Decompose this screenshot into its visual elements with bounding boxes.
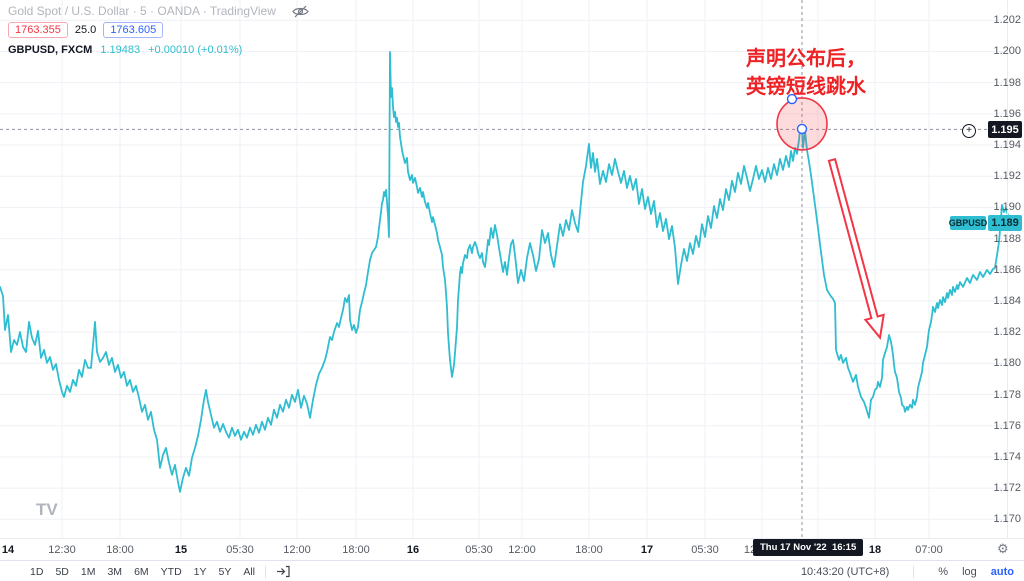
range-5Y-button[interactable]: 5Y [218, 565, 232, 578]
ask-price-box: 1763.605 [103, 22, 164, 38]
price-axis-label: 1.182 [993, 326, 1021, 339]
symbol-price-tag[interactable]: GBPUSD [948, 216, 988, 230]
price-axis-label: 1.190 [993, 201, 1021, 214]
range-1Y-button[interactable]: 1Y [193, 565, 207, 578]
time-axis-label: 05:30 [226, 544, 254, 556]
series-price: 1.19483 [100, 44, 141, 56]
add-alert-plus-icon[interactable]: + [962, 124, 976, 138]
time-axis-label: 14 [1, 544, 15, 556]
toolbar-divider [265, 565, 267, 578]
bottom-toolbar: 1D 5D 1M 3M 6M YTD 1Y 5Y All 10:43:20 (UTC+8) % … [0, 560, 1024, 581]
price-axis-label: 1.188 [993, 232, 1021, 245]
range-5D-button[interactable]: 5D [55, 565, 69, 578]
annotation-line-2: 英镑短线跳水 [746, 74, 866, 98]
eye-hidden-icon[interactable] [292, 5, 309, 18]
toolbar-divider [913, 565, 915, 578]
time-axis-label: 12:00 [508, 544, 536, 556]
price-axis-label: 1.172 [993, 482, 1021, 495]
price-axis-label: 1.198 [993, 76, 1021, 89]
auto-scale-button[interactable]: auto [990, 565, 1014, 578]
time-axis-label: 17 [640, 544, 654, 556]
time-axis[interactable]: 14 12:30 18:00 15 05:30 12:00 18:00 16 05:30 12:0… [0, 538, 1024, 562]
tradingview-logo: TV [36, 500, 58, 519]
arrow-annotation[interactable] [827, 157, 885, 340]
symbol-title[interactable]: Gold Spot / U.S. Dollar · 5 · OANDA · Tr… [8, 4, 276, 18]
time-axis-label: 07:00 [915, 544, 943, 556]
range-YTD-button[interactable]: YTD [160, 565, 182, 578]
price-axis-label: 1.200 [993, 45, 1021, 58]
go-to-date-icon[interactable] [276, 565, 290, 578]
spread-value: 25.0 [74, 24, 97, 36]
range-1D-button[interactable]: 1D [30, 565, 44, 578]
annotation-line-1: 声明公布后， [746, 46, 866, 70]
crosshair-price-badge: 1.195 [988, 121, 1022, 138]
price-axis-divider [1007, 0, 1008, 561]
range-6M-button[interactable]: 6M [134, 565, 149, 578]
date-range-switcher: 1D 5D 1M 3M 6M YTD 1Y 5Y All [0, 566, 255, 578]
series-symbol[interactable]: GBPUSD, FXCM [8, 44, 93, 56]
range-3M-button[interactable]: 3M [107, 565, 123, 578]
time-axis-label: 15 [174, 544, 188, 556]
price-axis-label: 1.196 [993, 107, 1021, 120]
log-scale-button[interactable]: log [962, 565, 977, 578]
annotation-text: 声明公布后， 英镑短线跳水 [746, 44, 866, 100]
price-axis-label: 1.170 [993, 513, 1021, 526]
bid-price-box: 1763.355 [8, 22, 68, 38]
time-axis-label: 05:30 [465, 544, 493, 556]
price-axis-label: 1.192 [993, 170, 1021, 183]
price-axis-label: 1.174 [993, 450, 1021, 463]
crosshair-time-tooltip: Thu 17 Nov '22 16:15 [753, 539, 864, 556]
drawing-handle[interactable] [796, 123, 808, 135]
last-price-badge: 1.189 [988, 215, 1022, 231]
time-axis-label: 05:30 [691, 544, 719, 556]
range-1M-button[interactable]: 1M [80, 565, 96, 578]
price-axis-label: 1.176 [993, 419, 1021, 432]
time-axis-label: 18 [868, 544, 882, 556]
price-axis-label: 1.202 [993, 14, 1021, 27]
price-line [0, 51, 1009, 493]
range-All-button[interactable]: All [243, 565, 256, 578]
price-axis-label: 1.178 [993, 388, 1021, 401]
time-axis-label: 12:30 [48, 544, 76, 556]
price-axis-label: 1.184 [993, 294, 1021, 307]
time-axis-label: 12:00 [283, 544, 311, 556]
time-axis-label: 18:00 [342, 544, 370, 556]
clock[interactable]: 10:43:20 (UTC+8) [800, 565, 890, 578]
chart-legend: Gold Spot / U.S. Dollar · 5 · OANDA · Tr… [8, 4, 309, 56]
settings-gear-icon[interactable]: ⚙ [997, 541, 1009, 556]
time-axis-label: 16 [406, 544, 420, 556]
price-axis-label: 1.194 [993, 139, 1021, 152]
time-axis-label: 18:00 [575, 544, 603, 556]
series-change: +0.00010 (+0.01%) [148, 44, 243, 56]
time-axis-label: 18:00 [106, 544, 134, 556]
percent-scale-button[interactable]: % [938, 565, 949, 578]
price-axis-label: 1.180 [993, 357, 1021, 370]
price-axis-label: 1.186 [993, 263, 1021, 276]
drawing-handle[interactable] [786, 93, 798, 105]
